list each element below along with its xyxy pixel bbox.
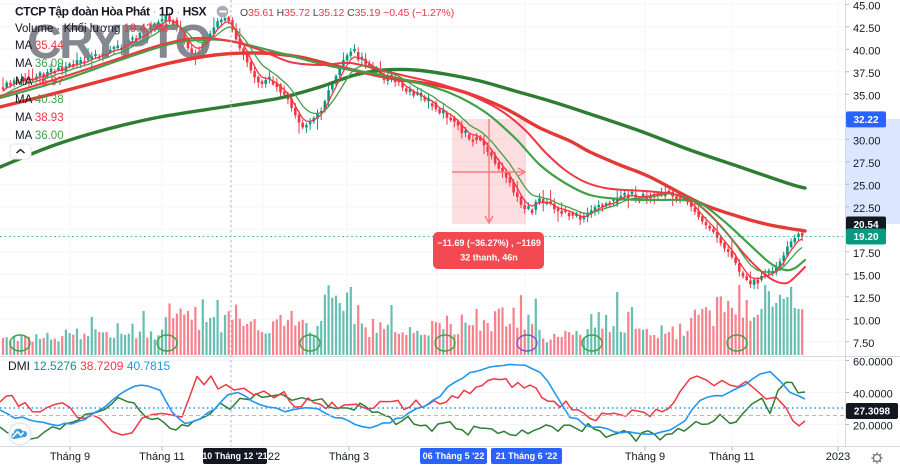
svg-text:30.00: 30.00 xyxy=(853,136,881,148)
svg-text:Tháng 3: Tháng 3 xyxy=(329,451,369,463)
svg-text:37.50: 37.50 xyxy=(853,68,881,80)
svg-text:40.00: 40.00 xyxy=(853,46,881,58)
svg-text:45.00: 45.00 xyxy=(853,1,881,13)
svg-text:40.0000: 40.0000 xyxy=(853,389,893,401)
svg-text:35.00: 35.00 xyxy=(853,91,881,103)
svg-text:22.50: 22.50 xyxy=(853,203,881,215)
svg-text:27.3098: 27.3098 xyxy=(854,407,891,418)
svg-text:17.50: 17.50 xyxy=(853,248,881,260)
svg-text:32.22: 32.22 xyxy=(853,115,878,126)
svg-text:10 Tháng 12 '21: 10 Tháng 12 '21 xyxy=(202,451,267,461)
svg-text:MA 36.97: MA 36.97 xyxy=(15,76,64,88)
svg-text:MA 40.38: MA 40.38 xyxy=(15,94,64,106)
svg-text:19.20: 19.20 xyxy=(853,232,878,243)
svg-text:06 Tháng 5 '22: 06 Tháng 5 '22 xyxy=(423,451,485,461)
svg-text:21 Tháng 6 '22: 21 Tháng 6 '22 xyxy=(496,451,558,461)
svg-text:Tháng 11: Tháng 11 xyxy=(709,451,755,463)
svg-text:25.00: 25.00 xyxy=(853,181,881,193)
svg-text:MA 38.93: MA 38.93 xyxy=(15,112,64,124)
svg-text:Volume · Khối lượng 19.427M: Volume · Khối lượng 19.427M xyxy=(15,23,168,35)
svg-text:O35.61 H35.72 L35.12 C35.19 −: O35.61 H35.72 L35.12 C35.19 −0.45 (−1.27… xyxy=(240,7,454,19)
svg-text:2023: 2023 xyxy=(826,451,850,463)
svg-text:DMI 12.5276 38.7209 40.7815: DMI 12.5276 38.7209 40.7815 xyxy=(8,359,171,373)
svg-text:42.50: 42.50 xyxy=(853,23,881,35)
svg-text:MA 36.09: MA 36.09 xyxy=(15,58,64,70)
svg-text:12.50: 12.50 xyxy=(853,293,881,305)
svg-text:Tháng 9: Tháng 9 xyxy=(50,451,90,463)
svg-text:20.0000: 20.0000 xyxy=(853,421,893,433)
svg-text:10.00: 10.00 xyxy=(853,316,881,328)
svg-text:60.0000: 60.0000 xyxy=(853,357,893,369)
svg-text:−11.69 (−36.27%) , −1169: −11.69 (−36.27%) , −1169 xyxy=(437,238,541,248)
svg-text:20.54: 20.54 xyxy=(853,220,878,231)
svg-text:15.00: 15.00 xyxy=(853,271,881,283)
svg-text:MA 35.44: MA 35.44 xyxy=(15,40,64,52)
svg-text:27.50: 27.50 xyxy=(853,158,881,170)
svg-text:22: 22 xyxy=(268,451,280,463)
svg-text:CTCP Tập đoàn Hòa Phát · 1D ·: CTCP Tập đoàn Hòa Phát · 1D · HSX xyxy=(15,5,206,19)
svg-text:32 thanh, 46n: 32 thanh, 46n xyxy=(460,253,518,263)
svg-text:MA 36.00: MA 36.00 xyxy=(15,130,64,142)
svg-text:Tháng 11: Tháng 11 xyxy=(139,451,185,463)
svg-text:Tháng 9: Tháng 9 xyxy=(625,451,665,463)
svg-text:7.50: 7.50 xyxy=(853,338,874,350)
